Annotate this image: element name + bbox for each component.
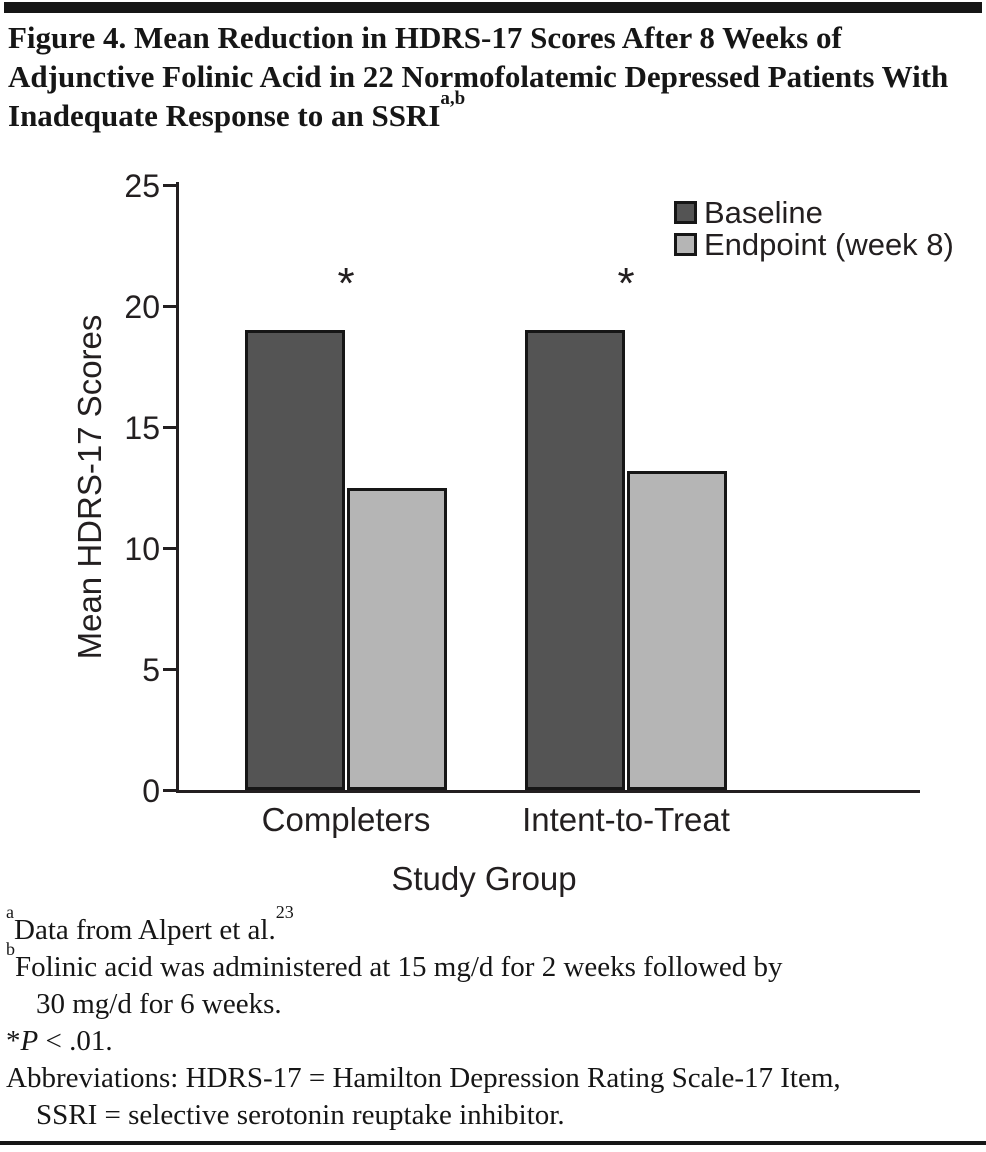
y-tick-mark [163,788,177,792]
y-tick-label: 0 [142,773,160,809]
footnote-b: bFolinic acid was administered at 15 mg/… [6,939,783,1020]
y-tick-mark [163,667,177,671]
footnote-a-reference: 23 [275,902,294,923]
bar-intent-to-treat-baseline [525,330,625,790]
y-axis-label: Mean HDRS-17 Scores [71,314,108,660]
y-tick-label: 10 [124,531,160,567]
y-tick-label: 25 [124,168,160,204]
y-tick-label: 15 [124,410,160,446]
bar-completers-baseline [245,330,345,790]
footnote-a: aData from Alpert et al.23 [6,902,294,946]
x-axis-line [176,790,920,793]
endpoint-swatch-icon [674,233,697,256]
bar-completers-endpoint-week-8- [347,487,447,790]
y-tick-mark [163,425,177,429]
category-label-intent-to-treat: Intent-to-Treat [522,801,730,838]
footnotes: aData from Alpert et al.23 bFolinic acid… [6,902,970,1134]
bottom-border-rule [0,1141,986,1145]
y-tick-label: 5 [142,652,160,688]
x-axis-title: Study Group [391,860,577,897]
y-tick-mark [163,304,177,308]
legend-row-baseline: Baseline [674,195,954,230]
figure-title: Figure 4. Mean Reduction in HDRS-17 Scor… [8,18,960,135]
y-tick-mark [163,546,177,550]
y-tick-label: 20 [124,289,160,325]
bar-intent-to-treat-endpoint-week-8- [627,470,727,790]
footnote-a-marker: a [6,902,14,923]
figure-title-superscript: a,b [440,87,466,109]
category-label-completers: Completers [261,801,431,838]
y-tick-mark [163,183,177,187]
legend-label-endpoint: Endpoint (week 8) [704,227,954,262]
figure-title-text: Figure 4. Mean Reduction in HDRS-17 Scor… [8,20,949,133]
legend-row-endpoint: Endpoint (week 8) [674,227,954,262]
significance-asterisk: * [337,259,355,308]
footnote-b-marker: b [6,939,15,960]
footnote-pvalue: *P < .01. [6,1025,113,1057]
legend-label-baseline: Baseline [704,195,823,230]
baseline-swatch-icon [674,201,697,224]
footnote-abbreviations: Abbreviations: HDRS-17 = Hamilton Depres… [6,1062,841,1131]
top-border-rule [4,2,982,13]
y-axis-line [176,182,179,793]
bar-chart: Mean HDRS-17 Scores 0 5 10 15 20 25 * * Comple… [71,168,954,897]
chart-legend: Baseline Endpoint (week 8) [674,195,954,262]
significance-asterisk: * [617,259,635,308]
